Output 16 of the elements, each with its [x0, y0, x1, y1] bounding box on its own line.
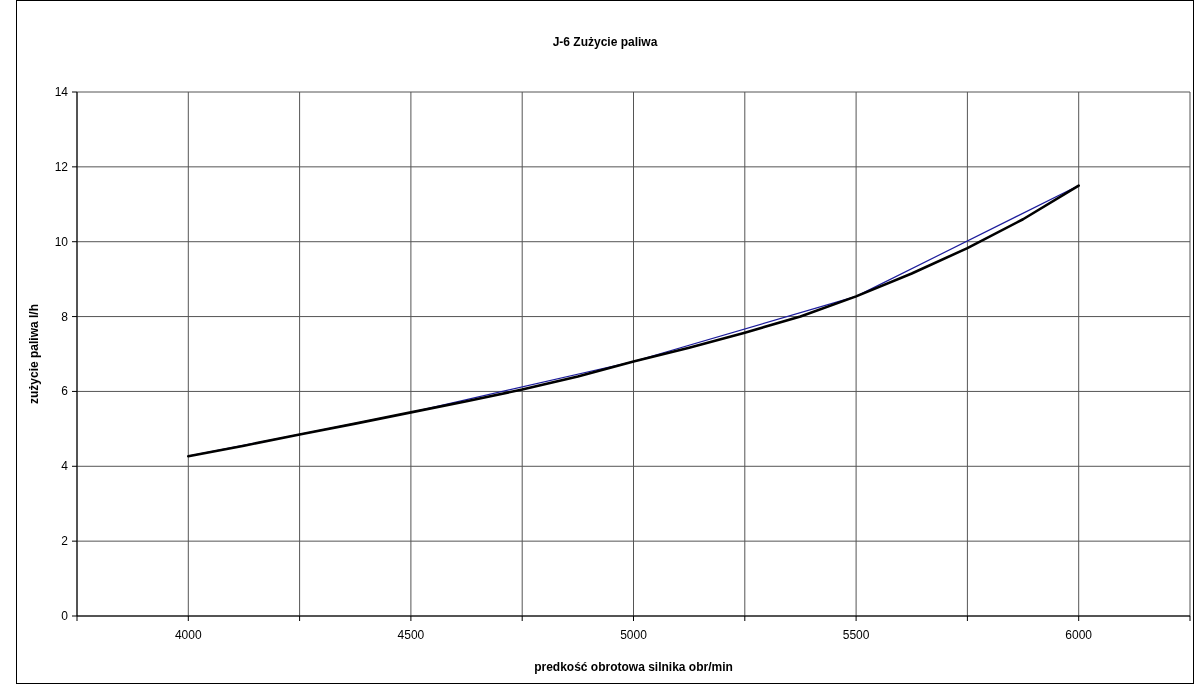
y-tick-label: 8: [61, 309, 69, 324]
y-tick-label: 12: [54, 159, 69, 174]
x-tick-label: 4000: [174, 628, 202, 642]
chart-title: J-6 Zużycie paliwa: [552, 35, 658, 49]
x-tick-label: 5000: [620, 628, 648, 642]
y-tick-label: 14: [54, 85, 69, 99]
x-tick-label: 6000: [1065, 628, 1093, 642]
x-tick-label: 4500: [397, 628, 425, 642]
y-axis-title: zużycie paliwa l/h: [27, 303, 41, 405]
y-tick-label: 6: [61, 384, 69, 399]
y-tick-label: 0: [61, 609, 69, 623]
y-tick-label: 2: [61, 534, 69, 549]
x-tick-label: 5500: [842, 628, 870, 642]
y-tick-label: 4: [61, 459, 69, 474]
x-axis-title: predkość obrotowa silnika obr/min: [534, 660, 733, 674]
y-tick-label: 10: [54, 234, 69, 249]
